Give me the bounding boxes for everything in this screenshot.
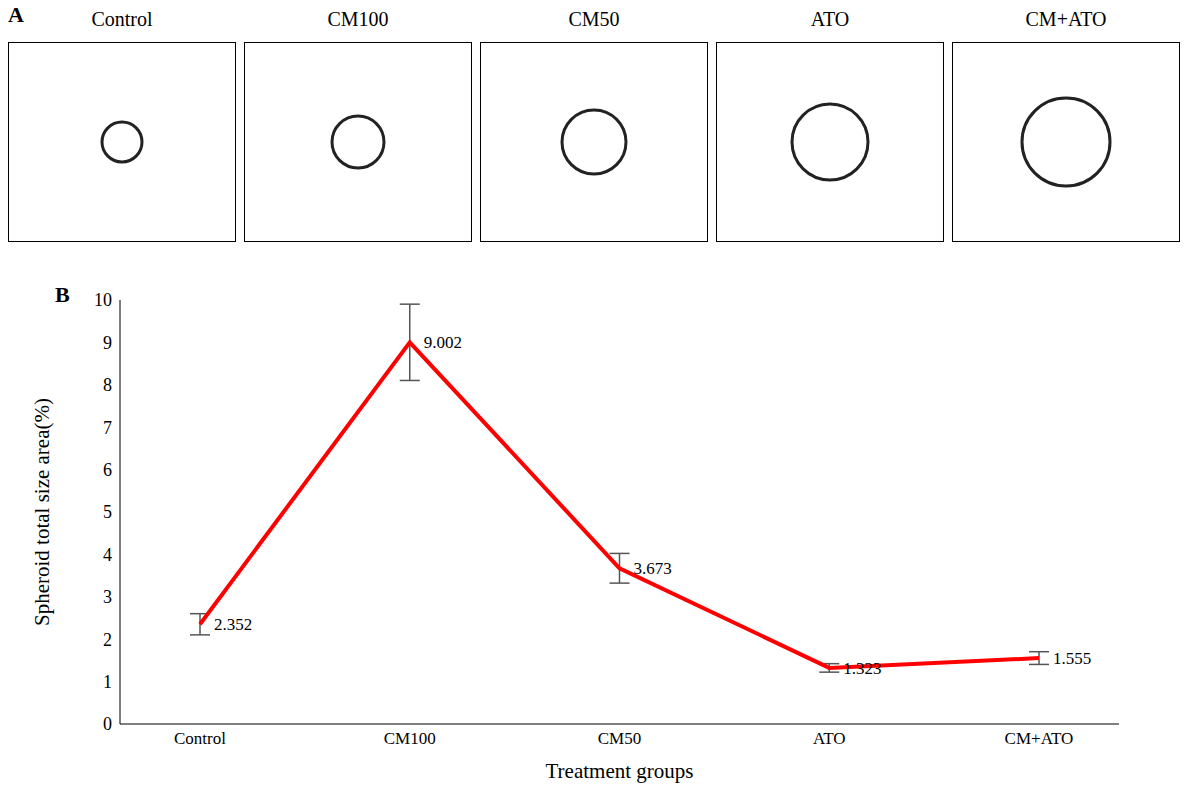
svg-text:8: 8 <box>103 375 112 395</box>
svg-text:7: 7 <box>103 418 112 438</box>
svg-text:1: 1 <box>103 672 112 692</box>
html-text:B: B <box>55 282 70 307</box>
svg-text:1.323: 1.323 <box>843 659 881 678</box>
svg-text:ATO: ATO <box>813 729 846 748</box>
svg-text:9.002: 9.002 <box>424 333 462 352</box>
svg-text:5: 5 <box>103 502 112 522</box>
html-text:CM100: CM100 <box>327 8 389 30</box>
svg-text:9: 9 <box>103 333 112 353</box>
svg-text:Control: Control <box>174 729 226 748</box>
svg-text:4: 4 <box>103 545 112 565</box>
svg-text:2.352: 2.352 <box>214 615 252 634</box>
svg-text:CM+ATO: CM+ATO <box>1005 729 1074 748</box>
svg-text:CM50: CM50 <box>598 729 641 748</box>
html-text:A: A <box>8 2 24 27</box>
svg-text:3.673: 3.673 <box>634 559 672 578</box>
svg-text:10: 10 <box>94 290 112 310</box>
html-text:CM50: CM50 <box>568 8 620 30</box>
svg-text:3: 3 <box>103 587 112 607</box>
svg-text:2: 2 <box>103 630 112 650</box>
html-text:Control: Control <box>91 8 153 30</box>
svg-text:CM100: CM100 <box>384 729 436 748</box>
svg-text:Treatment groups: Treatment groups <box>546 759 694 783</box>
html-text:CM+ATO: CM+ATO <box>1025 8 1107 30</box>
svg-text:0: 0 <box>103 714 112 734</box>
svg-text:Spheroid total size area(%): Spheroid total size area(%) <box>30 398 54 626</box>
svg-text:6: 6 <box>103 460 112 480</box>
svg-text:1.555: 1.555 <box>1053 649 1091 668</box>
html-text:ATO: ATO <box>810 8 850 30</box>
